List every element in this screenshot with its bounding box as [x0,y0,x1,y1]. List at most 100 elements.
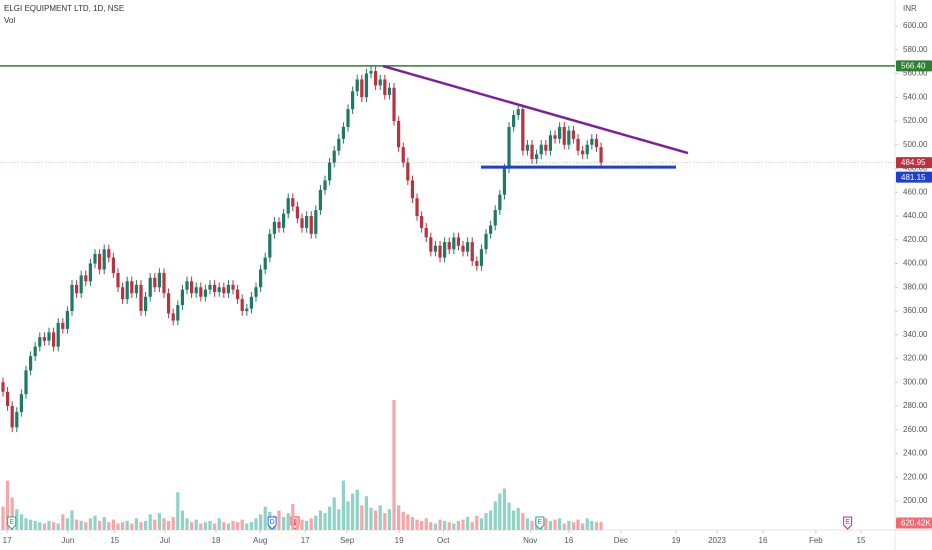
candle-body [576,138,580,151]
volume-bar [120,522,125,530]
volume-bar [530,520,534,530]
volume-bar [585,518,589,530]
volume-bar [406,514,410,530]
candle-body [162,273,166,294]
volume-bar [378,505,382,530]
volume-bar [392,400,396,530]
volume-bar [323,513,327,530]
candle-body [203,289,208,297]
candle-body [208,284,212,290]
y-tick-label: 200.00 [903,496,928,505]
candle-body [295,206,300,219]
candle-body [28,356,33,371]
candle-body [585,144,589,155]
candle-body [125,281,129,300]
candle-body [268,233,272,258]
candle-body [447,242,451,250]
volume-bar [548,520,553,530]
candle-body [231,284,235,290]
volume-bar [318,510,323,530]
volume-bar [130,523,134,530]
candle-body [466,242,470,252]
candle-body [525,144,530,151]
volume-bar [15,509,19,530]
volume-bar [489,510,493,530]
candle-body [475,261,479,266]
candle-body [392,87,396,122]
y-tick-label: 300.00 [903,377,928,386]
candle-body [102,249,106,270]
candle-body [116,273,120,288]
candle-body [259,269,263,288]
x-tick-label: 17 [3,536,12,545]
x-tick-label: 15 [110,536,119,545]
volume-bar [387,509,392,530]
candle-body [332,150,336,163]
y-tick-label: 400.00 [903,259,928,268]
candle-body [171,313,175,321]
volume-bar [226,523,231,530]
candle-body [10,406,14,428]
volume-bar [42,523,47,530]
candle-body [185,281,189,290]
volume-bar [107,522,111,530]
x-tick-label: 16 [564,536,573,545]
volume-bar [401,511,405,530]
candle-body [84,275,88,282]
candle-body [130,281,134,294]
candle-body [282,213,286,228]
volume-bar [162,518,166,530]
volume-bar [576,519,580,530]
candle-body [1,382,5,392]
volume-bar [125,520,129,530]
support-box [896,171,932,183]
y-tick-label: 520.00 [903,116,928,125]
resistance-label: 566.40 [901,62,926,71]
candle-body [19,394,24,412]
volume-bar [300,519,304,530]
candle-body [5,391,10,407]
volume-bar [364,496,369,530]
candle-body [107,249,111,258]
volume-bar [516,507,520,530]
candle-body [502,168,507,195]
volume-bar [295,518,300,530]
chart-title: ELGI EQUIPMENT LTD, 1D, NSE [4,4,124,13]
volume-bar [28,519,33,530]
volume-bar [567,520,571,530]
candle-body [189,281,194,294]
candle-body [470,242,474,262]
volume-bar [51,522,56,530]
candle-body [194,287,198,294]
candle-body [539,144,543,155]
volume-bar [212,523,217,530]
volume-bar [102,517,106,530]
volume-bar [185,518,189,530]
y-tick-label: 380.00 [903,282,928,291]
volume-bar [240,519,244,530]
candle-body [309,216,313,234]
candle-body [254,287,258,297]
candle-body [558,126,562,139]
candle-body [456,237,461,246]
event-icon [267,516,277,530]
candle-body [272,221,277,234]
volume-bar [84,522,88,530]
candle-body [42,337,47,341]
candle-body [429,237,433,252]
last-price-box [896,157,932,169]
candle-body [581,150,585,155]
candle-body [562,126,566,145]
volume-bar [286,513,290,530]
volume-bar [512,510,516,530]
x-tick-label: 15 [857,536,866,545]
volume-bar [498,493,502,530]
candle-body [337,138,341,151]
candle-body [406,162,410,181]
x-tick-label: Nov [523,536,537,545]
candle-body [143,296,148,312]
candle-body [571,130,576,139]
volume-bar [10,497,14,530]
y-tick-label: 320.00 [903,354,928,363]
volume-bar [235,522,240,530]
